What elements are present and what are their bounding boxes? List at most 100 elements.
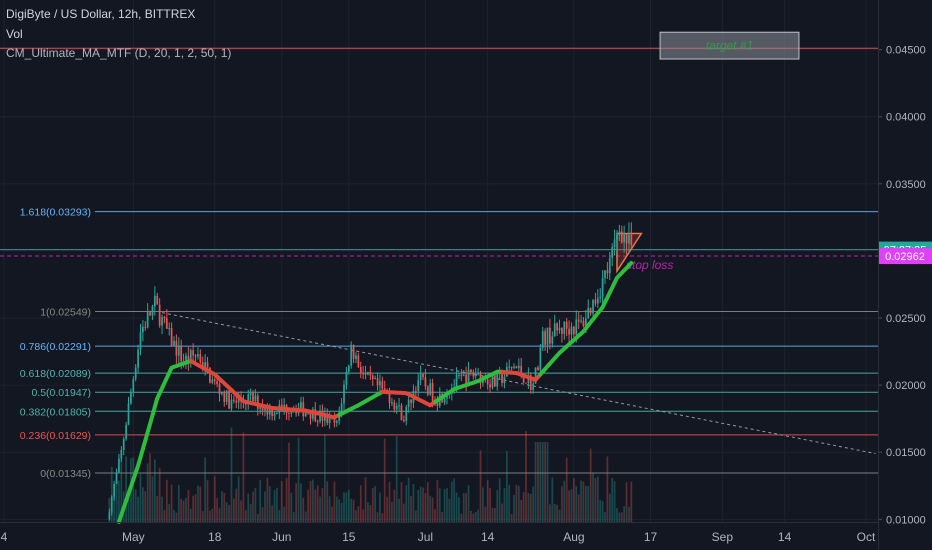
volume-bar bbox=[426, 482, 429, 522]
volume-bar bbox=[285, 477, 288, 522]
ma-segment-6 bbox=[538, 261, 634, 377]
candle-body bbox=[618, 231, 621, 236]
candle-body bbox=[153, 295, 156, 307]
volume-bar bbox=[125, 456, 127, 522]
candle-body bbox=[335, 421, 338, 423]
volume-bar bbox=[288, 442, 290, 522]
volume-bar bbox=[233, 498, 235, 522]
volume-bar bbox=[292, 511, 295, 522]
candle-body bbox=[580, 320, 582, 322]
volume-bar bbox=[438, 488, 441, 522]
volume-bar bbox=[513, 495, 515, 522]
candle-body bbox=[345, 371, 348, 385]
time-tick-label: Aug bbox=[563, 530, 584, 544]
candle-body bbox=[144, 326, 147, 328]
volume-bar bbox=[422, 487, 424, 522]
candle-body bbox=[204, 362, 206, 368]
candle-body bbox=[604, 270, 606, 279]
candle-body bbox=[254, 395, 257, 402]
volume-bar bbox=[300, 483, 302, 522]
ma-segment-3 bbox=[380, 389, 437, 408]
volume-bar bbox=[149, 453, 151, 522]
volume-bar bbox=[173, 509, 175, 522]
volume-bar bbox=[237, 476, 240, 522]
volume-bar bbox=[462, 493, 465, 522]
candle-body bbox=[259, 406, 262, 409]
symbol-title[interactable]: DigiByte / US Dollar, 12h, BITTREX bbox=[6, 7, 196, 21]
candle-body bbox=[151, 306, 154, 316]
candle-body bbox=[455, 374, 458, 387]
volume-bar bbox=[527, 492, 530, 522]
volume-legend[interactable]: Vol bbox=[6, 27, 23, 41]
candle-body bbox=[163, 316, 166, 319]
volume-bar bbox=[608, 493, 611, 522]
candle-body bbox=[132, 378, 135, 392]
candle-body bbox=[391, 402, 393, 404]
target-label: target #1 bbox=[706, 39, 753, 53]
volume-bar bbox=[175, 512, 178, 522]
candle-body bbox=[503, 376, 506, 384]
price-tick-label: 0.01500 bbox=[886, 447, 926, 459]
candle-body bbox=[343, 384, 345, 404]
candle-body bbox=[113, 483, 116, 497]
volume-bar bbox=[520, 499, 523, 522]
volume-bar bbox=[630, 481, 633, 522]
candle-body bbox=[515, 366, 518, 369]
candle-body bbox=[142, 326, 144, 333]
fib-level-label-2: 0.786(0.02291) bbox=[20, 341, 91, 353]
volume-bar bbox=[556, 504, 558, 522]
volume-bar bbox=[570, 489, 573, 522]
volume-bar bbox=[381, 513, 384, 522]
volume-bar bbox=[304, 511, 307, 522]
volume-bar bbox=[596, 476, 599, 522]
volume-bar bbox=[558, 509, 561, 522]
candle-body bbox=[328, 416, 331, 424]
volume-bar bbox=[268, 486, 271, 522]
candle-body bbox=[209, 367, 211, 383]
volume-bar bbox=[391, 501, 393, 522]
volume-bar bbox=[592, 473, 594, 522]
candle-body bbox=[333, 418, 336, 423]
volume-bar bbox=[278, 510, 281, 522]
volume-bar bbox=[472, 513, 475, 522]
candle-body bbox=[165, 318, 168, 329]
candle-body bbox=[431, 383, 434, 402]
volume-bar bbox=[606, 456, 609, 522]
candle-body bbox=[201, 362, 204, 368]
candle-body bbox=[589, 307, 592, 314]
volume-bar bbox=[158, 467, 161, 522]
candle-body bbox=[601, 278, 604, 297]
candle-body bbox=[407, 399, 410, 408]
candle-body bbox=[419, 373, 422, 380]
volume-bar bbox=[505, 450, 508, 522]
candle-body bbox=[620, 231, 623, 243]
candle-body bbox=[584, 318, 587, 327]
candle-body bbox=[553, 323, 556, 337]
price-tick-label: 0.03500 bbox=[886, 179, 926, 191]
candle-body bbox=[228, 390, 230, 409]
volume-bar bbox=[216, 498, 218, 522]
indicator-legend[interactable]: CM_Ultimate_MA_MTF (D, 20, 1, 2, 50, 1) bbox=[6, 46, 232, 60]
candle-body bbox=[225, 390, 228, 402]
volume-bar bbox=[620, 512, 623, 522]
volume-bar bbox=[228, 505, 230, 522]
volume-bar bbox=[247, 493, 250, 522]
volume-bar bbox=[517, 485, 520, 522]
trend-line bbox=[161, 312, 876, 455]
time-tick-label: 18 bbox=[208, 530, 222, 544]
candle-body bbox=[599, 296, 602, 299]
fib-level-label-4: 0.5(0.01947) bbox=[31, 387, 91, 399]
candle-body bbox=[465, 374, 467, 386]
candle-body bbox=[261, 406, 264, 411]
candle-body bbox=[192, 350, 195, 356]
candle-body bbox=[517, 365, 520, 369]
volume-bar bbox=[312, 479, 314, 522]
candle-body bbox=[424, 377, 427, 387]
candle-body bbox=[197, 354, 199, 357]
candle-body bbox=[118, 458, 120, 473]
candle-body bbox=[177, 346, 180, 356]
volume-bar bbox=[177, 484, 180, 522]
volume-bar bbox=[204, 457, 206, 522]
candle-body bbox=[194, 355, 197, 357]
